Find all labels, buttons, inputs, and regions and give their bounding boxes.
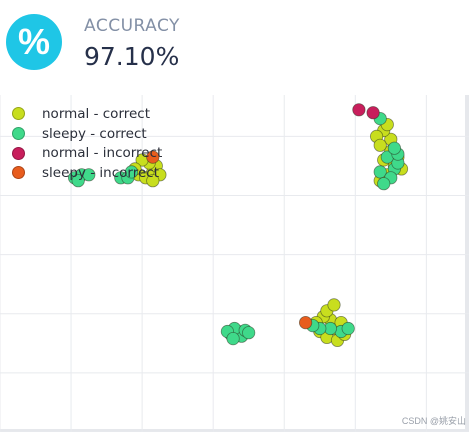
- legend-item[interactable]: normal - incorrect: [12, 143, 162, 163]
- legend-label: normal - correct: [42, 105, 151, 122]
- legend-item[interactable]: sleepy - correct: [12, 124, 162, 144]
- legend-marker-icon: [12, 146, 25, 160]
- watermark: CSDN @姚安山: [401, 416, 466, 426]
- scatter-point[interactable]: [366, 106, 380, 120]
- scatter-point[interactable]: [82, 168, 96, 182]
- legend-marker-icon: [12, 127, 25, 141]
- legend-label: sleepy - correct: [42, 125, 147, 142]
- legend-item[interactable]: normal - correct: [12, 104, 162, 124]
- legend-marker-icon: [12, 107, 25, 121]
- scatter-point[interactable]: [146, 174, 160, 188]
- scatter-point[interactable]: [352, 103, 366, 117]
- scatter-chart[interactable]: [0, 95, 469, 432]
- legend-label: sleepy - incorrect: [42, 164, 159, 181]
- scatter-point[interactable]: [387, 141, 401, 155]
- scatter-point[interactable]: [71, 174, 85, 188]
- percent-icon: %: [6, 14, 62, 70]
- legend-marker-icon: [12, 166, 25, 180]
- scatter-point[interactable]: [377, 177, 391, 191]
- scatter-point[interactable]: [226, 332, 240, 346]
- metric-value: 97.10%: [84, 42, 180, 71]
- plot-frame: [0, 95, 469, 432]
- percent-glyph: %: [17, 21, 50, 62]
- scatter-point[interactable]: [373, 138, 387, 152]
- scatter-point[interactable]: [373, 165, 387, 179]
- metric-label: ACCURACY: [84, 16, 180, 36]
- chart-legend: normal - correct sleepy - correct normal -…: [12, 104, 162, 183]
- scatter-point[interactable]: [341, 321, 355, 336]
- scatter-point[interactable]: [146, 150, 160, 164]
- legend-label: normal - incorrect: [42, 145, 163, 162]
- legend-item[interactable]: sleepy - incorrect: [12, 163, 162, 183]
- scatter-point[interactable]: [298, 316, 313, 330]
- scatter-point[interactable]: [242, 326, 256, 340]
- scatter-point[interactable]: [124, 165, 139, 179]
- scatter-point[interactable]: [327, 298, 341, 312]
